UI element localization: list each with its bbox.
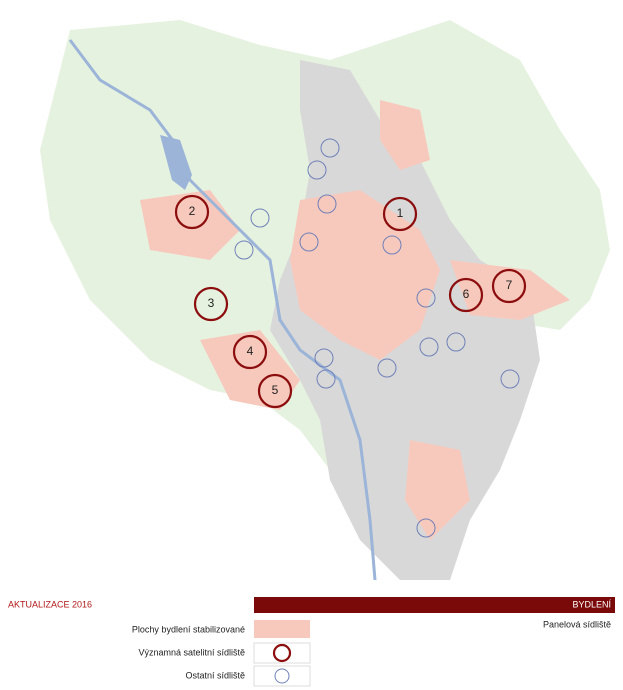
estate-marker	[299, 232, 319, 252]
estate-number: 2	[189, 204, 196, 218]
residential-pink	[140, 190, 240, 260]
estate-marker	[416, 288, 436, 308]
major-estate	[491, 268, 527, 304]
estate-marker	[377, 358, 397, 378]
estate-marker	[382, 235, 402, 255]
estate-marker	[316, 369, 336, 389]
residential-pink	[450, 260, 570, 320]
residential-pink	[290, 190, 440, 360]
major-estate	[448, 277, 484, 313]
update-label: AKTUALIZACE 2016	[8, 599, 92, 609]
legend: AKTUALIZACE 2016 BYDLENÍ Panelová sídliš…	[8, 597, 615, 687]
major-estate	[257, 373, 293, 409]
legend-symbol	[272, 643, 292, 663]
section-bar	[254, 597, 615, 613]
legend-label: Ostatní sídliště	[185, 670, 245, 680]
estate-number: 4	[247, 344, 254, 358]
estate-marker	[416, 518, 436, 538]
legend-swatch	[254, 620, 310, 638]
estate-marker	[317, 194, 337, 214]
lake	[160, 135, 192, 190]
other-estates	[234, 138, 520, 538]
estate-marker	[446, 332, 466, 352]
legend-symbol	[274, 668, 290, 684]
estate-number: 6	[463, 287, 470, 301]
major-estates: 1 2 3 4 5 6 7	[174, 194, 527, 409]
estate-number: 3	[208, 296, 215, 310]
legend-label: Významná satelitní sídliště	[138, 647, 245, 657]
subsection-title: Panelová sídliště	[543, 619, 611, 629]
estate-marker	[307, 160, 327, 180]
section-title: BYDLENÍ	[572, 599, 611, 609]
residential-pink	[200, 330, 300, 410]
river	[68, 39, 377, 581]
estate-number: 1	[397, 206, 404, 220]
estate-marker	[320, 138, 340, 158]
legend-box	[253, 642, 311, 664]
estate-marker	[234, 240, 254, 260]
estate-number: 7	[506, 278, 513, 292]
major-estate	[193, 286, 229, 322]
estate-marker	[500, 369, 520, 389]
estate-marker	[314, 348, 334, 368]
estate-marker	[419, 337, 439, 357]
major-estate	[232, 334, 268, 370]
legend-label: Plochy bydlení stabilizované	[132, 624, 245, 634]
major-estate	[382, 196, 418, 232]
estate-number: 5	[272, 383, 279, 397]
residential-pink	[405, 440, 470, 540]
map-background	[40, 20, 610, 581]
estate-marker	[250, 208, 270, 228]
legend-box	[253, 665, 311, 687]
residential-pink	[380, 100, 430, 170]
major-estate	[174, 194, 210, 230]
